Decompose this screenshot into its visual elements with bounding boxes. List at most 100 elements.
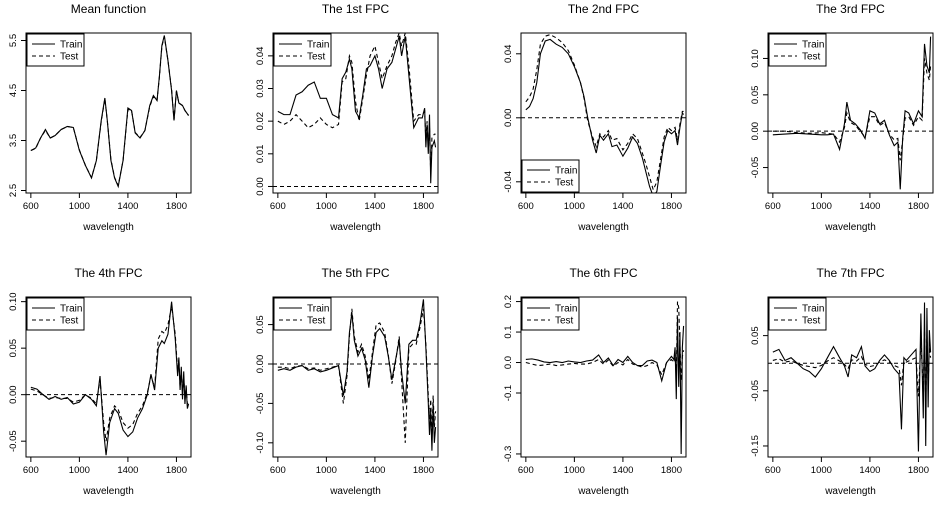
x-tick-label: 600 [23, 201, 39, 212]
legend-box [273, 297, 332, 331]
series-line-test [277, 308, 437, 443]
y-tick-label: -0.1 [503, 385, 514, 401]
x-tick-label: 1800 [908, 201, 929, 212]
plot-frame [767, 32, 934, 194]
legend-label-test: Test [60, 52, 79, 63]
chart-title: The 7th FPC [816, 266, 884, 280]
chart-title: The 2nd FPC [568, 2, 640, 16]
y-tick-label: 3.5 [8, 134, 19, 147]
y-tick-label: -0.05 [255, 393, 266, 415]
y-tick-label: 0.00 [255, 177, 266, 196]
x-tick-label: 600 [765, 201, 781, 212]
legend-box [768, 297, 827, 331]
legend-label-train: Train [555, 304, 577, 315]
x-tick-label: 1400 [612, 465, 633, 476]
series-line-test [525, 301, 685, 381]
legend-label-test: Test [555, 178, 574, 189]
x-tick-label: 600 [518, 201, 534, 212]
y-tick-label: 0.00 [750, 122, 761, 141]
legend-box [521, 297, 580, 331]
series-line-test [772, 330, 932, 408]
x-axis-label: wavelength [577, 222, 629, 233]
chart-title: The 3rd FPC [816, 2, 885, 16]
chart-title: The 5th FPC [321, 266, 389, 280]
series-line-test [525, 34, 684, 192]
x-tick-label: 1400 [859, 201, 880, 212]
y-tick-label: -0.10 [255, 432, 266, 454]
x-axis-label: wavelength [82, 222, 134, 233]
x-axis-label: wavelength [329, 222, 381, 233]
legend-label-train: Train [307, 304, 329, 315]
x-tick-label: 1800 [661, 201, 682, 212]
x-tick-label: 1400 [364, 465, 385, 476]
series-line-train [772, 36, 932, 190]
plot-frame [520, 296, 687, 458]
x-tick-label: 1800 [413, 465, 434, 476]
legend-box [26, 33, 85, 67]
panel-6: The 5th FPC 600 1000 1400 1800 wavelength -0.1… [255, 266, 439, 497]
panel-1: Mean function 600 1000 1400 1800 wavelength 2.… [8, 2, 192, 233]
x-tick-label: 1000 [564, 201, 585, 212]
legend-label-train: Train [802, 40, 824, 51]
y-tick-label: 0.02 [255, 112, 266, 131]
y-tick-label: 0.0 [503, 356, 514, 369]
x-tick-label: 1400 [117, 465, 138, 476]
x-tick-label: 1000 [316, 465, 337, 476]
series-line-train [277, 36, 437, 184]
y-tick-label: 0.01 [255, 145, 266, 164]
y-tick-label: 0.10 [750, 49, 761, 67]
x-tick-label: 1400 [364, 201, 385, 212]
panel-2: The 1st FPC 600 1000 1400 1800 wavelength 0.00… [255, 2, 439, 233]
x-axis-label: wavelength [824, 222, 876, 233]
legend-box [273, 33, 332, 67]
x-axis-label: wavelength [82, 486, 134, 497]
legend-label-test: Test [555, 316, 574, 327]
x-tick-label: 1000 [564, 465, 585, 476]
x-tick-label: 1400 [859, 465, 880, 476]
x-tick-label: 600 [270, 465, 286, 476]
x-axis-label: wavelength [824, 486, 876, 497]
y-tick-label: 0.00 [255, 355, 266, 374]
x-tick-label: 1400 [117, 201, 138, 212]
y-tick-label: 0.05 [255, 315, 266, 334]
x-tick-label: 1000 [316, 201, 337, 212]
legend-label-test: Test [60, 316, 79, 327]
series-line-test [30, 36, 190, 188]
legend-box [26, 297, 85, 331]
legend-box [521, 159, 580, 193]
panel-7: The 6th FPC 600 1000 1400 1800 wavelength -0.3… [503, 266, 687, 497]
legend-label-test: Test [802, 316, 821, 327]
legend-label-test: Test [307, 316, 326, 327]
legend-label-train: Train [555, 166, 577, 177]
series-line-train [525, 316, 685, 454]
y-tick-label: 0.00 [8, 385, 19, 404]
x-axis-label: wavelength [329, 486, 381, 497]
y-tick-label: 0.2 [503, 295, 514, 308]
y-tick-label: 0.10 [8, 292, 19, 311]
x-tick-label: 600 [270, 201, 286, 212]
y-tick-label: 0.03 [255, 79, 266, 98]
panel-5: The 4th FPC 600 1000 1400 1800 wavelength -0.0… [8, 266, 192, 497]
chart-title: The 6th FPC [569, 266, 637, 280]
chart-title: Mean function [71, 2, 146, 16]
y-tick-label: -0.04 [503, 171, 514, 193]
legend-label-test: Test [307, 52, 326, 63]
x-axis-label: wavelength [577, 486, 629, 497]
x-tick-label: 1400 [612, 201, 633, 212]
y-tick-label: 0.00 [503, 109, 514, 128]
x-tick-label: 1000 [811, 201, 832, 212]
y-tick-label: 0.04 [255, 47, 266, 66]
panel-3: The 2nd FPC 600 1000 1400 1800 wavelength -0.0… [503, 2, 687, 233]
y-tick-label: 5.5 [8, 34, 19, 47]
x-tick-label: 1800 [166, 465, 187, 476]
plot-frame [25, 296, 192, 458]
y-tick-label: -0.05 [8, 430, 19, 452]
plot-frame [272, 296, 439, 458]
y-tick-label: -0.3 [503, 446, 514, 462]
